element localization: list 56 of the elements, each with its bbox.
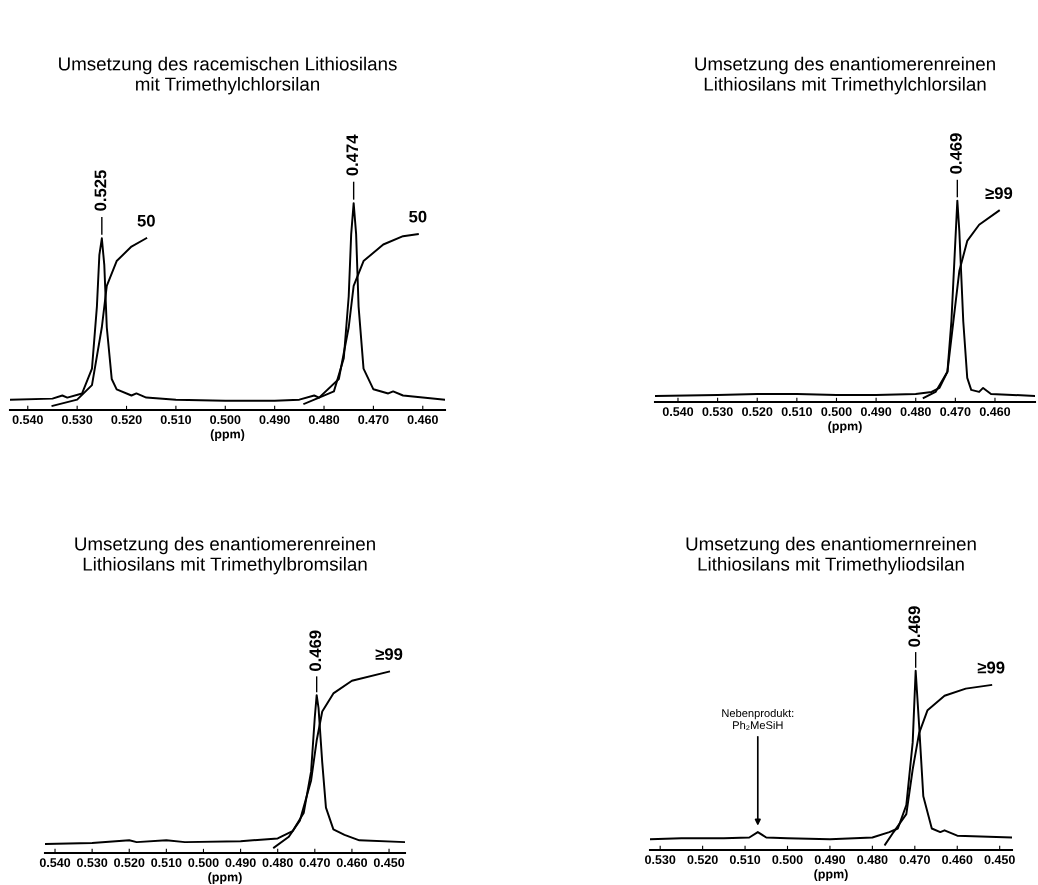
- x-tick-label: 0.520: [111, 415, 142, 425]
- x-tick-label: 0.460: [979, 407, 1011, 417]
- x-axis-title: (ppm): [814, 869, 848, 881]
- annotation: 0.474: [346, 134, 359, 176]
- x-tick-label: 0.510: [781, 407, 812, 417]
- x-tick-label: 0.490: [814, 855, 846, 865]
- x-tick-label: 0.540: [39, 858, 71, 868]
- x-tick-label: 0.540: [12, 415, 43, 425]
- x-tick-label: 0.460: [336, 858, 368, 868]
- x-tick-label: 0.520: [114, 858, 145, 868]
- chart-title: Umsetzung des enantiomerenreinen Lithiosilans mit Trimethylbromsilan: [75, 536, 375, 575]
- x-tick-label: 0.510: [151, 858, 182, 868]
- annotation: 50: [137, 214, 155, 227]
- x-tick-label: 0.500: [821, 407, 852, 417]
- x-tick-label: 0.470: [899, 855, 930, 865]
- x-tick-label: 0.510: [160, 415, 192, 425]
- x-tick-label: 0.470: [299, 858, 330, 868]
- x-tick-label: 0.530: [702, 407, 733, 417]
- chart-title: Umsetzung des enantiomerenreinen Lithiosilans mit Trimethylchlorsilan: [695, 56, 995, 95]
- x-axis-title: (ppm): [208, 872, 242, 884]
- x-tick-label: 0.520: [687, 855, 718, 865]
- x-tick-label: 0.450: [373, 858, 405, 868]
- x-tick-label: 0.530: [76, 858, 108, 868]
- x-axis-title: (ppm): [210, 429, 245, 441]
- x-tick-label: 0.500: [772, 855, 803, 865]
- chart-title: Umsetzung des enantiomernreinen Lithiosilans mit Trimethyliodsilan: [686, 536, 976, 575]
- annotation: 50: [409, 210, 427, 223]
- chart-title: Umsetzung des racemischen Lithiosilans mit Trimethylchlorsilan: [59, 56, 397, 95]
- x-tick-label: 0.490: [860, 407, 892, 417]
- annotation: 0.525: [94, 170, 107, 211]
- annotation: 0.469: [950, 133, 962, 174]
- annotation: Nebenprodukt: Ph₂MeSiH: [722, 708, 794, 730]
- x-tick-label: 0.450: [984, 855, 1015, 865]
- x-tick-label: 0.540: [662, 407, 694, 417]
- x-tick-label: 0.470: [940, 407, 971, 417]
- x-tick-label: 0.460: [942, 855, 973, 865]
- annotation: 0.469: [908, 606, 921, 647]
- annotation: 0.469: [309, 630, 322, 671]
- x-tick-label: 0.530: [62, 415, 93, 425]
- annotation: ≥99: [985, 187, 1013, 200]
- x-tick-label: 0.490: [225, 858, 256, 868]
- x-tick-label: 0.480: [308, 415, 340, 425]
- x-tick-label: 0.500: [188, 858, 219, 868]
- annotation: ≥99: [977, 661, 1005, 674]
- x-tick-label: 0.510: [729, 855, 761, 865]
- x-tick-label: 0.460: [407, 415, 438, 425]
- x-tick-label: 0.500: [210, 415, 241, 425]
- x-tick-label: 0.490: [259, 415, 290, 425]
- x-tick-label: 0.520: [742, 407, 773, 417]
- x-tick-label: 0.480: [857, 855, 888, 865]
- annotation: ≥99: [375, 648, 403, 660]
- x-tick-label: 0.480: [262, 858, 293, 868]
- x-tick-label: 0.470: [358, 415, 389, 425]
- x-axis-title: (ppm): [828, 421, 862, 433]
- x-tick-label: 0.530: [645, 855, 676, 865]
- x-tick-label: 0.480: [900, 407, 931, 417]
